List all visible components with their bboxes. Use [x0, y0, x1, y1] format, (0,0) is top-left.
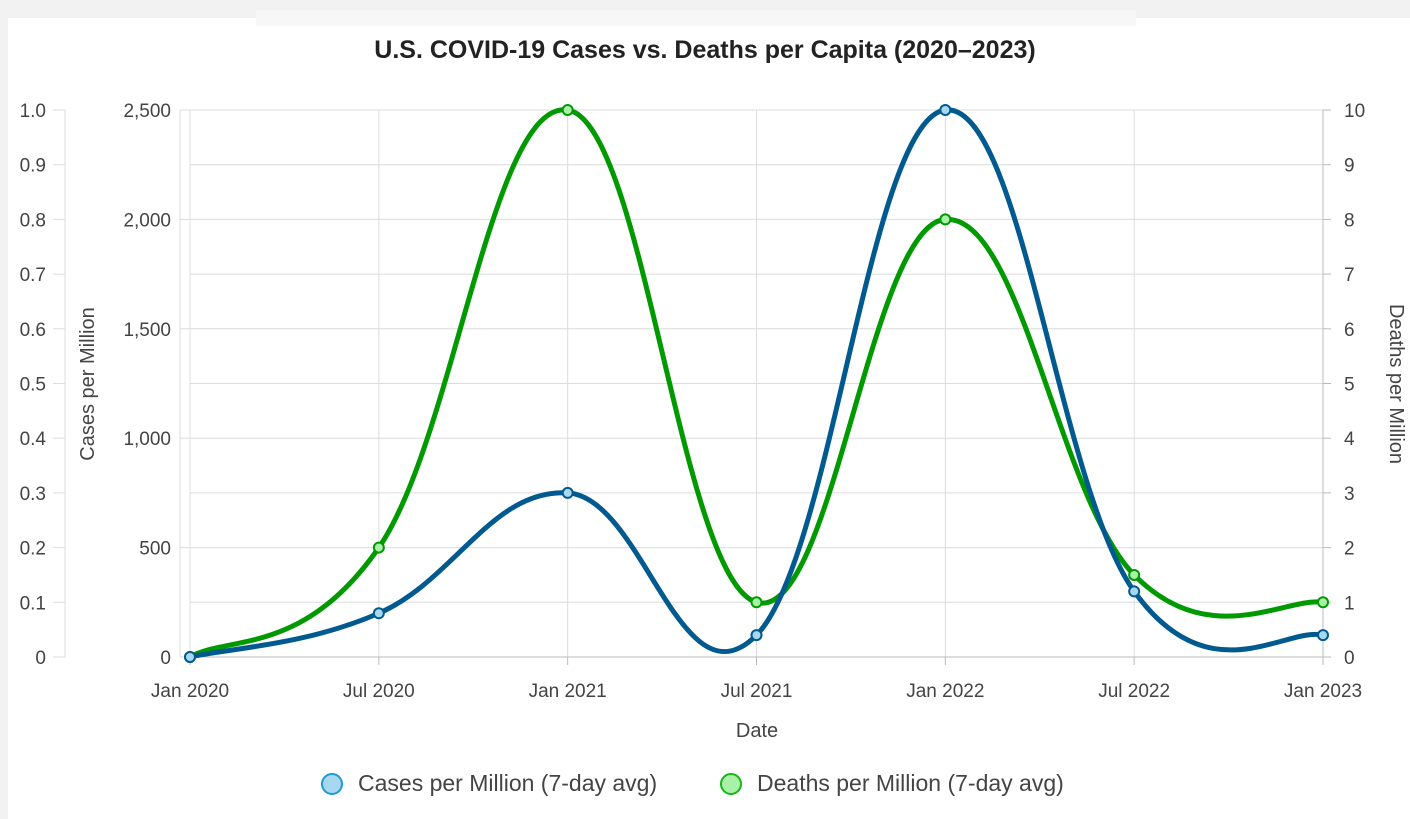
right-tick-label: 2 [1344, 539, 1355, 560]
outer-left-tick-label: 0.4 [20, 429, 47, 450]
right-tick-label: 0 [1344, 648, 1355, 669]
left-tick-label: 500 [139, 539, 171, 560]
outer-left-tick-label: 0.6 [20, 320, 46, 341]
left-axis-title: Cases per Million [77, 307, 99, 460]
x-tick-label: Jul 2021 [721, 681, 793, 702]
top-background-left [0, 0, 165, 18]
outer-left-tick-label: 0.5 [20, 375, 46, 396]
outer-left-tick-label: 0.8 [20, 210, 46, 231]
legend-marker-cases[interactable] [321, 773, 343, 795]
deaths-point[interactable] [372, 541, 385, 554]
outer-left-tick-label: 0.7 [20, 265, 46, 286]
left-tick-label: 2,000 [123, 210, 171, 231]
deaths-point[interactable] [750, 596, 763, 609]
cases-point[interactable] [561, 486, 574, 499]
left-tick-label: 0 [160, 648, 171, 669]
right-axis-title: Deaths per Million [1385, 304, 1407, 464]
left-tick-label: 1,000 [123, 429, 171, 450]
legend-label-deaths[interactable]: Deaths per Million (7-day avg) [757, 770, 1064, 796]
deaths-point[interactable] [1317, 596, 1329, 609]
legend-marker-deaths[interactable] [720, 773, 742, 795]
top-background-right [1240, 0, 1410, 18]
outer-left-tick-label: 0.3 [20, 484, 46, 505]
cases-point[interactable] [372, 607, 385, 620]
right-tick-label: 3 [1344, 484, 1355, 505]
series-points [184, 104, 1329, 663]
deaths-point[interactable] [561, 104, 574, 116]
chart-title: U.S. COVID-19 Cases vs. Deaths per Capit… [374, 36, 1035, 64]
x-tick-label: Jan 2021 [529, 681, 607, 702]
right-tick-label: 7 [1344, 265, 1355, 286]
outer-left-tick-label: 0.1 [20, 593, 46, 614]
outer-left-tick-label: 0 [35, 648, 46, 669]
outer-left-tick-label: 0.2 [20, 539, 46, 560]
x-axis-title: Date [736, 720, 778, 742]
legend-label-cases[interactable]: Cases per Million (7-day avg) [358, 770, 657, 796]
right-tick-label: 6 [1344, 320, 1355, 341]
legend: Cases per Million (7-day avg) Deaths per… [321, 770, 1064, 796]
cases-point[interactable] [1128, 585, 1141, 598]
right-tick-label: 1 [1344, 593, 1355, 614]
x-tick-label: Jan 2023 [1284, 681, 1362, 702]
tick-labels: 0 0.1 0.2 0.3 0.4 0.5 0.6 0.7 0.8 0.9 1.0 0 500 1,000… [20, 101, 1366, 702]
cases-point[interactable] [1317, 629, 1329, 642]
left-tick-label: 2,500 [123, 101, 171, 122]
deaths-point[interactable] [1128, 568, 1141, 581]
outer-left-tick-label: 0.9 [20, 156, 46, 177]
x-tick-label: Jul 2022 [1098, 681, 1170, 702]
outer-left-tick-label: 1.0 [20, 101, 46, 122]
cases-point[interactable] [184, 651, 196, 663]
x-tick-label: Jan 2020 [151, 681, 229, 702]
right-tick-label: 9 [1344, 156, 1355, 177]
chart-card [8, 18, 1410, 819]
cases-point[interactable] [750, 629, 763, 642]
deaths-point[interactable] [939, 213, 952, 226]
cases-point[interactable] [939, 104, 952, 116]
cases-line [189, 107, 1324, 660]
right-tick-label: 5 [1344, 375, 1355, 396]
right-tick-label: 8 [1344, 210, 1355, 231]
right-tick-label: 10 [1344, 101, 1365, 122]
right-tick-label: 4 [1344, 429, 1355, 450]
x-tick-label: Jul 2020 [343, 681, 415, 702]
left-tick-label: 1,500 [123, 320, 171, 341]
title-strip [256, 10, 1136, 26]
x-tick-label: Jan 2022 [906, 681, 984, 702]
